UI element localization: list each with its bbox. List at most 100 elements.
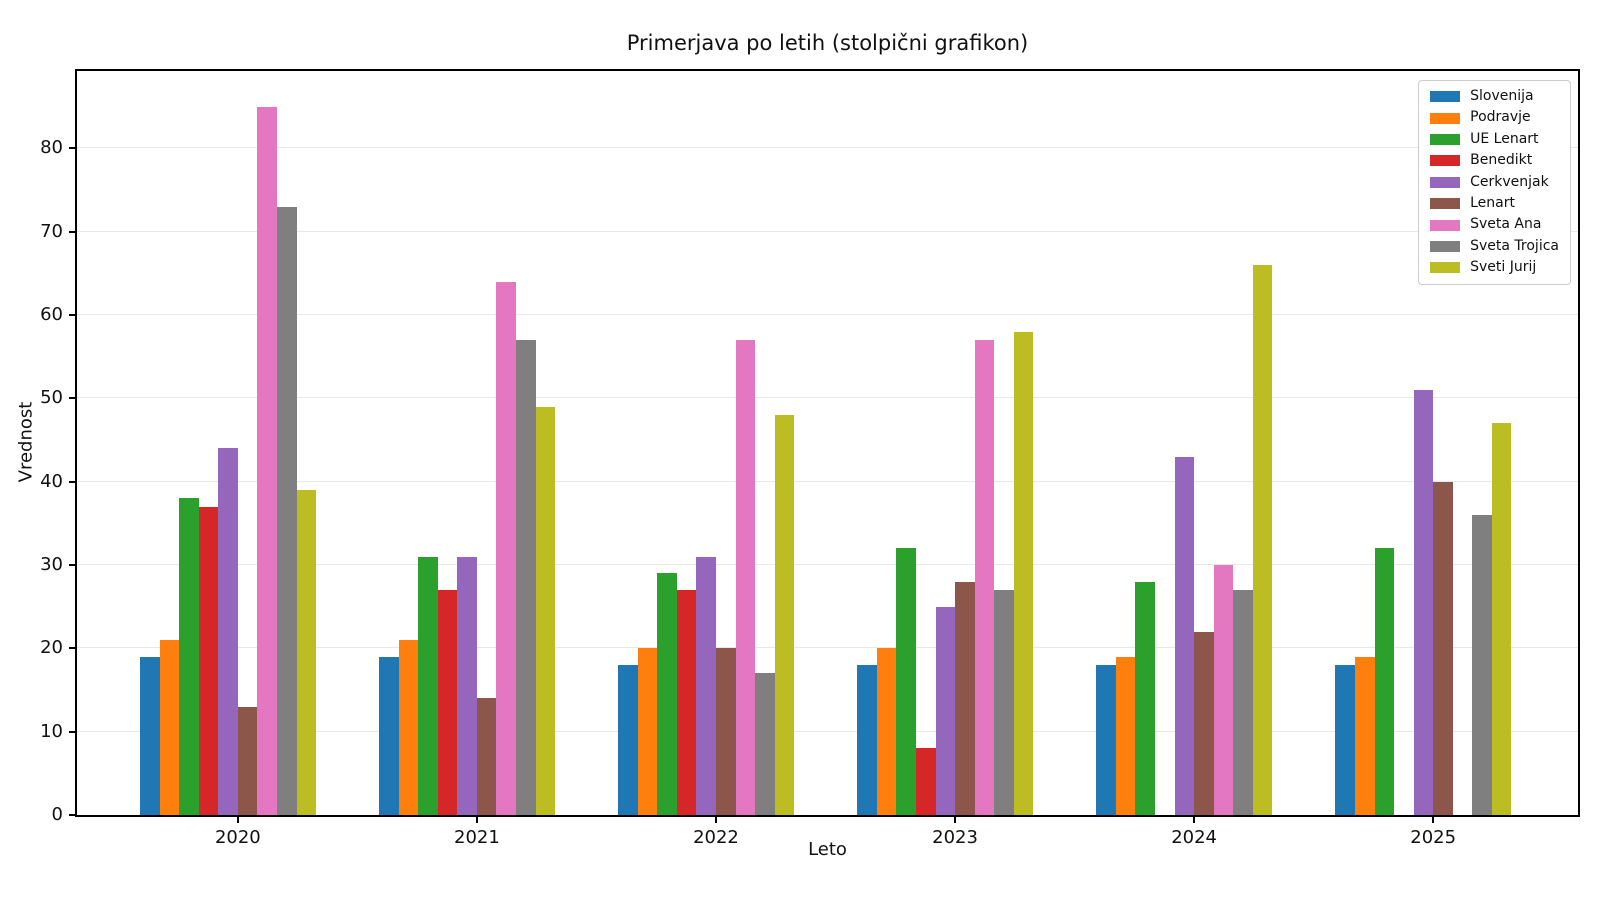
y-tick-mark (69, 230, 77, 233)
y-tick-mark (69, 730, 77, 733)
bar (398, 640, 419, 815)
legend-swatch (1430, 133, 1461, 145)
legend-swatch (1430, 262, 1461, 274)
y-tick-mark (69, 814, 77, 816)
bar (437, 590, 458, 815)
legend-swatch (1430, 176, 1461, 188)
legend-label: Cerkvenjak (1470, 173, 1549, 190)
bar (198, 506, 219, 815)
bar (1233, 590, 1253, 815)
legend-label: Sveti Jurij (1470, 259, 1537, 276)
bar (935, 606, 956, 815)
bar (735, 340, 756, 815)
legend-item: Sveta Ana (1430, 216, 1559, 233)
bar (140, 656, 160, 815)
gridline (77, 647, 1578, 649)
chart-title: Primerjava po letih (stolpični grafikon) (626, 31, 1029, 55)
bar (1472, 515, 1492, 815)
bar (1194, 631, 1214, 815)
gridline (77, 147, 1578, 149)
legend-item: Cerkvenjak (1430, 173, 1559, 190)
bar-group-2020 (140, 71, 317, 815)
legend-swatch (1430, 198, 1461, 210)
bar (755, 673, 775, 815)
bar (974, 340, 995, 815)
bar (676, 590, 697, 815)
bar (237, 706, 258, 815)
bar (257, 106, 277, 815)
x-axis-label: Leto (808, 839, 847, 860)
bar (618, 665, 638, 815)
legend-swatch (1430, 91, 1461, 103)
x-tick-label: 2021 (454, 827, 500, 848)
bar-group-2025 (1335, 71, 1512, 815)
bar (1335, 665, 1355, 815)
bar (1115, 656, 1136, 815)
bar (1096, 665, 1116, 815)
x-tick-label: 2023 (932, 827, 978, 848)
legend-item: Sveta Trojica (1430, 237, 1559, 254)
legend-label: Podravje (1470, 109, 1531, 126)
legend-item: Podravje (1430, 109, 1559, 126)
x-tick-mark (1193, 815, 1196, 823)
legend-label: Slovenija (1470, 88, 1534, 104)
y-tick-mark (69, 564, 77, 567)
x-tick-label: 2022 (693, 827, 739, 848)
legend-label: UE Lenart (1470, 130, 1539, 147)
gridline (77, 730, 1578, 732)
y-tick-label: 60 (40, 304, 63, 326)
legend-swatch (1430, 155, 1461, 167)
bar (418, 556, 438, 815)
bar (379, 656, 399, 815)
bar (179, 498, 199, 815)
bar (1252, 265, 1273, 815)
y-tick-mark (69, 397, 77, 400)
bar (1354, 656, 1375, 815)
bar (896, 548, 916, 815)
x-tick-mark (1432, 815, 1435, 823)
bar (1013, 331, 1034, 815)
legend-item: Sveti Jurij (1430, 259, 1559, 276)
legend-label: Sveta Trojica (1470, 237, 1559, 254)
bar (637, 648, 658, 815)
bar (955, 581, 975, 815)
legend: Slovenija Podravje UE Lenart Benedikt Cerkve… (1418, 80, 1571, 285)
bar (218, 448, 238, 815)
gridline (77, 397, 1578, 399)
legend-item: Slovenija (1430, 88, 1559, 104)
y-tick-label: 70 (40, 220, 63, 242)
bar (496, 281, 517, 815)
bar (159, 640, 180, 815)
bar (1413, 390, 1434, 815)
legend-label: Benedikt (1470, 152, 1533, 169)
bar-group-2022 (618, 71, 795, 815)
y-tick-label: 20 (40, 637, 63, 659)
x-tick-mark (714, 815, 717, 823)
bar (457, 556, 477, 815)
x-tick-label: 2024 (1171, 827, 1218, 848)
y-tick-label: 10 (40, 720, 63, 742)
y-tick-mark (69, 480, 77, 483)
y-tick-label: 50 (40, 387, 63, 409)
bar (1174, 456, 1195, 815)
x-tick-mark (475, 815, 478, 823)
y-tick-label: 0 (51, 804, 63, 825)
x-tick-mark (236, 815, 239, 823)
legend-swatch (1430, 219, 1461, 231)
bar (876, 648, 897, 815)
y-tick-mark (69, 647, 77, 650)
legend-label: Sveta Ana (1470, 216, 1542, 233)
legend-swatch (1430, 240, 1461, 252)
bar (857, 665, 877, 815)
bar (1433, 481, 1453, 815)
bar (276, 206, 297, 815)
legend-item: UE Lenart (1430, 130, 1559, 147)
y-tick-mark (69, 147, 77, 150)
bar (296, 490, 317, 815)
legend-swatch (1430, 112, 1461, 124)
bar (1135, 581, 1156, 815)
legend-item: Benedikt (1430, 152, 1559, 169)
bar (715, 648, 736, 815)
bar (1213, 565, 1234, 815)
